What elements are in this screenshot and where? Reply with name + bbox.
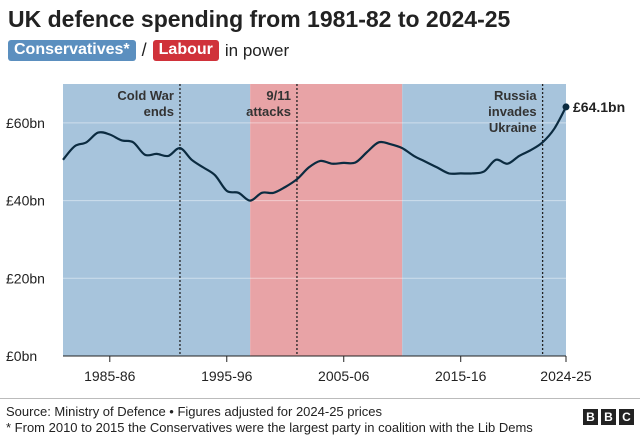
end-value-label: £64.1bn [573, 99, 625, 115]
event-label-1-line-0: 9/11 [266, 88, 291, 103]
event-label-2-line-0: Russia [494, 88, 537, 103]
bbc-logo-c: C [619, 409, 634, 425]
chart-title: UK defence spending from 1981-82 to 2024… [8, 6, 511, 32]
event-label-0-line-0: Cold War [117, 88, 174, 103]
footer-divider [0, 398, 640, 399]
event-label-2: Russia invades Ukraine [488, 88, 537, 135]
event-label-1-line-1: attacks [246, 104, 291, 119]
x-tick-label-2: 2005-06 [318, 368, 370, 384]
legend-separator: / [141, 40, 147, 60]
source-note: Source: Ministry of Defence • Figures ad… [6, 404, 382, 419]
period-band-labour-1 [250, 84, 403, 356]
spending-line [62, 106, 567, 202]
y-tick-label-3: £60bn [6, 115, 45, 131]
defence-spending-chart: £0bn £20bn £40bn £60bn 1985-86 1995-96 2005-06… [6, 84, 625, 384]
event-label-2-line-1: invades [488, 104, 536, 119]
y-tick-label-1: £20bn [6, 270, 45, 286]
x-tick-label-3: 2015-16 [435, 368, 487, 384]
x-tick-label-0: 1985-86 [84, 368, 136, 384]
bbc-logo: B B C [583, 409, 634, 425]
party-legend: Conservatives* / Labour in power [8, 40, 289, 61]
period-band-conservative-2 [402, 84, 566, 356]
y-tick-label-0: £0bn [6, 348, 37, 364]
x-tick-label-1: 1995-96 [201, 368, 253, 384]
x-tick-label-4: 2024-25 [540, 368, 592, 384]
bbc-logo-b2: B [601, 409, 616, 425]
y-tick-label-2: £40bn [6, 193, 45, 209]
footnote: * From 2010 to 2015 the Conservatives we… [6, 420, 533, 435]
event-label-0-line-1: ends [144, 104, 174, 119]
event-label-1: 9/11 attacks [246, 88, 291, 119]
event-label-2-line-2: Ukraine [489, 120, 537, 135]
end-point-marker [562, 103, 570, 111]
bbc-logo-b1: B [583, 409, 598, 425]
labour-badge: Labour [152, 40, 219, 61]
conservatives-badge: Conservatives* [8, 40, 136, 61]
event-label-0: Cold War ends [117, 88, 174, 119]
period-band-conservative-0 [63, 84, 251, 356]
legend-suffix: in power [224, 40, 290, 60]
